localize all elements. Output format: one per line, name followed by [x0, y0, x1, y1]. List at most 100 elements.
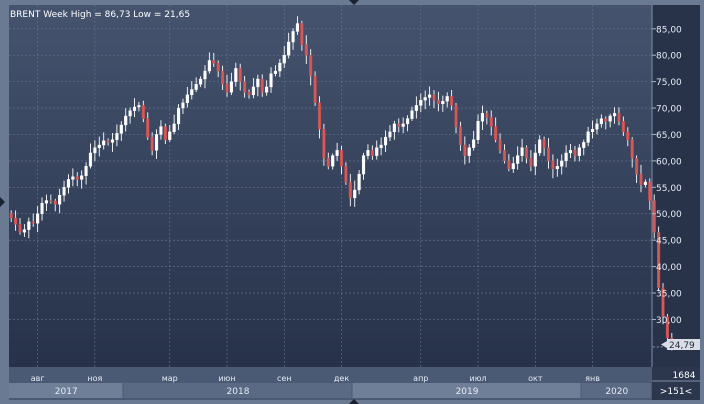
candle — [225, 74, 229, 97]
candle — [295, 16, 300, 35]
candle-body — [630, 139, 634, 159]
candle-body — [652, 200, 656, 233]
y-tick-label: 50,00 — [656, 210, 682, 220]
candle-body — [546, 147, 551, 162]
candle-body — [665, 316, 669, 339]
candle-body — [146, 118, 150, 138]
candle — [529, 150, 533, 172]
candle — [163, 123, 167, 144]
candle-body — [247, 91, 251, 96]
candle — [626, 127, 630, 147]
candle-body — [472, 139, 476, 148]
candle — [75, 172, 79, 187]
candle — [485, 110, 489, 125]
bottom-scroll-arrow-icon[interactable] — [349, 399, 359, 404]
y-tick-label: 45,00 — [656, 237, 682, 247]
candle-body — [159, 126, 163, 135]
y-axis: 30,00 35,00 40,00 45,00 50,00 55,00 60,00 65,00… — [652, 25, 682, 326]
year-bands: 2017 2018 2019 2020 — [9, 383, 651, 398]
candle — [397, 118, 401, 133]
candle — [36, 206, 40, 233]
candle — [599, 114, 603, 128]
candle — [212, 52, 216, 67]
candle — [304, 35, 308, 64]
candle — [234, 62, 238, 87]
candle-body — [612, 113, 617, 117]
candle — [516, 146, 520, 170]
candle-body — [480, 113, 485, 122]
candle — [207, 52, 211, 74]
candle-body — [590, 128, 595, 133]
candle-body — [432, 94, 436, 101]
candle-body — [423, 97, 427, 101]
y-tick-label: 70,00 — [656, 105, 682, 115]
candle — [27, 217, 31, 239]
candle — [608, 113, 612, 128]
month-tick-label: авг — [31, 374, 45, 383]
left-scroll-arrow-icon[interactable] — [0, 197, 5, 207]
candle-body — [176, 107, 181, 125]
candle-body — [507, 160, 511, 170]
candle — [436, 91, 440, 112]
candle-body — [573, 150, 577, 156]
candle — [93, 140, 97, 162]
candle — [172, 114, 176, 135]
candle-body — [494, 126, 498, 140]
candle-body — [265, 86, 269, 93]
candle-body — [278, 62, 282, 72]
candle — [247, 89, 251, 99]
bar-count-label: 1684 — [673, 371, 696, 381]
month-tick-label: сен — [277, 374, 292, 383]
candle-body — [441, 100, 445, 105]
candle — [502, 144, 507, 164]
top-scroll-arrow-icon[interactable] — [349, 0, 359, 5]
candle — [40, 197, 44, 221]
candle — [432, 90, 436, 109]
candle — [419, 93, 423, 113]
candle — [379, 137, 383, 156]
candle-body — [335, 150, 339, 156]
candle-body — [317, 102, 322, 130]
candle-body — [331, 155, 335, 167]
scroll-indicator[interactable]: >151< — [660, 387, 692, 397]
candle-body — [428, 94, 432, 98]
candle — [185, 86, 189, 108]
candle — [375, 140, 379, 160]
candle-body — [300, 23, 304, 45]
candle-body — [560, 160, 564, 167]
candle — [243, 75, 247, 98]
candle-body — [361, 155, 366, 175]
candle — [643, 179, 647, 188]
candle-body — [617, 113, 621, 122]
candle-body — [124, 115, 128, 126]
candle-body — [551, 160, 555, 170]
candle-body — [529, 158, 533, 167]
candle-body — [181, 102, 185, 109]
candle-body — [243, 81, 247, 93]
candle — [119, 121, 123, 141]
candle-body — [582, 142, 586, 148]
candle-body — [357, 173, 361, 191]
candle-body — [44, 200, 49, 204]
candle — [313, 71, 317, 106]
candle — [410, 106, 414, 121]
candle-body — [414, 105, 418, 111]
candle-body — [643, 181, 647, 185]
candle — [353, 180, 357, 207]
candle — [635, 155, 639, 183]
candle-body — [511, 163, 515, 170]
candle — [524, 145, 529, 164]
candle-body — [84, 165, 88, 176]
candles — [9, 16, 675, 351]
candle — [383, 130, 388, 153]
candle — [370, 145, 374, 160]
candle-body — [604, 118, 608, 122]
year-label: 2020 — [605, 387, 628, 397]
month-tick-label: мар — [162, 374, 178, 383]
candle — [110, 132, 115, 152]
candle-body — [375, 147, 379, 156]
year-label: 2019 — [456, 387, 479, 397]
y-tick-label: 75,00 — [656, 78, 682, 88]
candle — [661, 283, 665, 325]
last-price-label: 24,79 — [669, 341, 695, 351]
